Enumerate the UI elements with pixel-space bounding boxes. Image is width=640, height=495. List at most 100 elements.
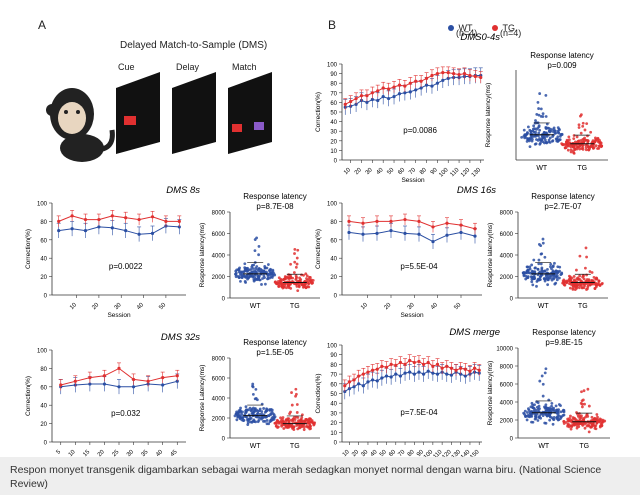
y-axis-label: Response latency(ms) [199, 223, 206, 288]
figure-caption: Respon monyet transgenik digambarkan seb… [0, 457, 640, 495]
latency-point [561, 143, 565, 147]
category-label: WT [250, 443, 262, 450]
latency-point [526, 125, 530, 129]
series-line-wt [344, 370, 480, 393]
latency-point [569, 148, 573, 152]
latency-point [546, 267, 549, 271]
latency-point [269, 413, 273, 416]
latency-point [235, 268, 239, 272]
cue-screen-icon [116, 72, 160, 154]
x-tick-label: 20 [351, 449, 360, 458]
latency-point [238, 416, 242, 420]
x-tick-label: 70 [397, 449, 406, 458]
x-axis-label: Session [401, 177, 425, 184]
latency-point [234, 273, 238, 276]
latency-point [553, 131, 557, 135]
x-tick-label: 30 [114, 302, 123, 311]
latency-point [569, 150, 573, 154]
latency-point [538, 379, 542, 383]
latency-point [537, 242, 541, 246]
y-tick-label: 60 [330, 101, 337, 107]
latency-point [575, 147, 579, 151]
latency-point [598, 140, 602, 144]
latency-point [302, 283, 306, 286]
latency-point [579, 139, 583, 142]
series-line-wt [345, 75, 481, 108]
latency-point [548, 418, 552, 422]
latency-point [272, 416, 276, 420]
y-tick-label: 0 [44, 294, 48, 300]
latency-point [548, 415, 552, 419]
latency-point [279, 280, 283, 284]
x-tick-label: 30 [365, 167, 374, 176]
latency-point [590, 271, 594, 274]
latency-point [561, 409, 565, 413]
category-label: WT [538, 443, 550, 450]
latency-point [244, 405, 248, 409]
latency-point [536, 268, 540, 271]
latency-point [596, 147, 599, 150]
latency-point [552, 406, 556, 410]
latency-point [262, 407, 266, 410]
latency-point [242, 418, 246, 422]
latency-point [527, 408, 531, 412]
latency-point [246, 277, 249, 281]
y-tick-label: 2000 [500, 419, 514, 425]
latency-point [298, 276, 301, 280]
x-tick-label: 20 [383, 302, 392, 311]
x-tick-label: 50 [386, 167, 395, 176]
latency-point [576, 415, 580, 418]
latency-point [233, 414, 237, 418]
y-axis-label: Response latency(ms) [487, 223, 494, 288]
latency-point [269, 407, 273, 411]
line-chart-title: DMS merge [449, 327, 500, 338]
latency-point [530, 280, 534, 284]
latency-point [256, 275, 260, 278]
latency-point [573, 288, 577, 292]
latency-point [253, 249, 257, 253]
latency-point [536, 407, 540, 411]
line-chart-title: DMS 16s [457, 185, 496, 196]
y-tick-label: 80 [40, 367, 47, 373]
latency-point [595, 413, 599, 416]
latency-point [534, 119, 537, 122]
latency-point [235, 418, 239, 422]
y-tick-label: 20 [330, 421, 337, 427]
y-tick-label: 6000 [500, 232, 514, 238]
latency-point [587, 430, 591, 434]
y-tick-label: 8000 [500, 211, 514, 217]
latency-point [559, 415, 563, 419]
y-tick-label: 2000 [212, 417, 226, 423]
latency-point [537, 107, 541, 110]
x-tick-label: 100 [423, 449, 435, 461]
latency-point [300, 420, 304, 424]
latency-point [578, 254, 582, 258]
latency-point [570, 425, 574, 429]
latency-point [249, 420, 253, 424]
x-tick-label: 40 [376, 167, 385, 176]
latency-point [550, 401, 554, 405]
x-tick-label: 10 [360, 302, 369, 311]
latency-point [302, 428, 306, 432]
latency-point [241, 410, 244, 414]
latency-point [267, 414, 270, 417]
category-label: TG [577, 165, 587, 172]
y-tick-label: 10 [330, 431, 337, 437]
latency-point [551, 265, 555, 269]
latency-point [552, 415, 556, 419]
latency-point [248, 417, 252, 421]
latency-point [575, 426, 579, 430]
latency-point [251, 411, 255, 415]
y-tick-label: 2000 [212, 275, 226, 281]
latency-point [240, 413, 244, 416]
latency-point [548, 136, 552, 140]
x-tick-label: 20 [354, 167, 363, 176]
latency-point [534, 130, 537, 134]
latency-point [586, 139, 590, 143]
latency-point [254, 387, 258, 391]
latency-point [599, 145, 603, 149]
latency-point [530, 263, 534, 267]
latency-point [278, 284, 281, 287]
latency-point [576, 412, 579, 416]
